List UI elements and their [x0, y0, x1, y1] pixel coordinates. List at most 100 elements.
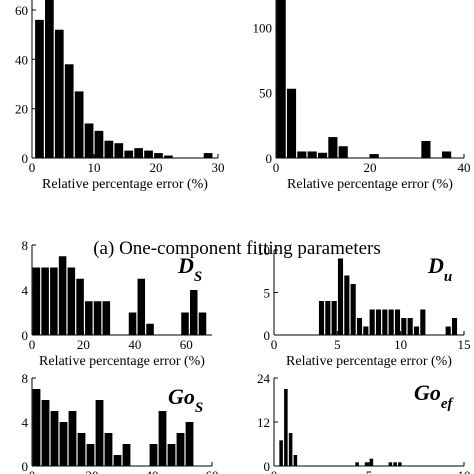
x-tick-label: 40: [458, 160, 471, 175]
caption: (a) One-component fitting parameters: [93, 238, 381, 259]
histogram-bar: [137, 278, 146, 335]
histogram-bar: [388, 462, 393, 466]
histogram-bar: [122, 444, 131, 466]
x-tick-label: 10: [458, 468, 471, 474]
x-tick-label: 20: [150, 160, 163, 175]
histogram-bar: [307, 151, 317, 158]
panel-label: GoS: [168, 384, 203, 416]
histogram-bar: [344, 275, 350, 335]
histogram-bar: [167, 444, 176, 466]
histogram-bar: [181, 312, 189, 335]
histogram-bar: [420, 309, 426, 335]
x-tick-label: 40: [128, 337, 141, 352]
histogram-bar: [154, 153, 163, 158]
histogram-bar: [85, 301, 93, 335]
y-tick-label: 24: [257, 371, 271, 386]
histogram-bar: [318, 301, 325, 335]
y-tick-label: 0: [22, 151, 29, 166]
histogram-bar: [68, 411, 77, 466]
y-tick-label: 5: [264, 286, 271, 301]
histogram-bar: [158, 411, 167, 466]
y-tick-label: 20: [15, 102, 28, 117]
histogram-bar: [442, 151, 452, 158]
histogram-bar: [293, 455, 298, 466]
histogram-bar: [189, 290, 198, 335]
histogram-bar: [35, 19, 44, 158]
histogram-bar: [146, 323, 154, 335]
histogram-bar: [58, 256, 67, 335]
histogram-bar: [77, 433, 86, 466]
histogram-bar: [149, 444, 158, 466]
x-tick-label: 0: [29, 337, 36, 352]
x-tick-label: 20: [77, 337, 90, 352]
x-tick-label: 0: [29, 468, 36, 474]
histogram-bar: [67, 267, 76, 335]
histogram-bar: [375, 309, 382, 335]
histogram-bar: [382, 309, 388, 335]
histogram-bar: [421, 141, 431, 158]
x-tick-label: 5: [334, 337, 341, 352]
histogram-bar: [76, 278, 84, 335]
histogram-bar: [45, 0, 54, 158]
y-tick-label: 0: [264, 459, 271, 474]
panel-label: Du: [427, 253, 452, 285]
x-tick-label: 5: [366, 468, 373, 474]
y-tick-label: 8: [22, 371, 29, 386]
histogram-bar: [164, 155, 173, 158]
histogram-bar: [198, 312, 207, 335]
histogram-bar: [288, 433, 293, 466]
histogram-bar: [337, 258, 344, 335]
histogram-bar: [50, 411, 59, 466]
y-tick-label: 40: [15, 52, 28, 67]
y-tick-label: 0: [22, 459, 29, 474]
histogram-bar: [50, 267, 58, 335]
histogram-bar: [84, 123, 94, 158]
histogram-bar: [369, 309, 375, 335]
histogram-bar: [74, 91, 84, 158]
histogram-bar: [102, 301, 111, 335]
x-tick-label: 0: [271, 468, 278, 474]
y-tick-label: 50: [259, 86, 272, 101]
histogram-bar: [413, 326, 420, 335]
histogram-bar: [369, 458, 374, 466]
histogram-bar: [407, 318, 413, 335]
histogram-bar: [134, 148, 143, 158]
x-tick-label: 0: [273, 160, 280, 175]
histogram-bar: [317, 152, 328, 158]
histogram-bar: [41, 267, 49, 335]
histogram-bar: [104, 140, 114, 158]
histogram-bar: [94, 130, 104, 158]
histogram-bar: [394, 309, 401, 335]
histogram-bar: [388, 309, 394, 335]
x-axis-label: Relative percentage error (%): [286, 354, 452, 369]
histogram-bar: [114, 143, 124, 158]
histogram-bar: [176, 433, 185, 466]
histogram-bar: [276, 0, 286, 159]
histogram-bar: [369, 154, 379, 158]
histogram-bar: [445, 326, 451, 335]
histogram-bar: [54, 29, 64, 158]
histogram-bar: [32, 267, 41, 335]
y-tick-label: 0: [22, 328, 29, 343]
y-tick-label: 4: [22, 283, 29, 298]
histogram-bar: [356, 318, 363, 335]
x-tick-label: 10: [394, 337, 407, 352]
x-tick-label: 20: [86, 468, 99, 474]
x-tick-label: 0: [29, 160, 36, 175]
x-tick-label: 60: [180, 337, 193, 352]
x-axis-label: Relative percentage error (%): [42, 177, 208, 192]
histogram-bar: [286, 88, 297, 158]
histogram-bar: [128, 312, 137, 335]
histogram-bar: [331, 301, 337, 335]
histogram-bar: [185, 422, 194, 466]
x-tick-label: 30: [212, 160, 225, 175]
x-tick-label: 15: [458, 337, 471, 352]
histogram-bar: [364, 462, 369, 466]
y-tick-label: 100: [253, 20, 273, 35]
histogram-bar: [203, 153, 213, 158]
histogram-bar: [297, 151, 307, 158]
y-tick-label: 12: [257, 415, 270, 430]
histogram-bar: [393, 462, 397, 466]
histogram-bar: [93, 301, 102, 335]
